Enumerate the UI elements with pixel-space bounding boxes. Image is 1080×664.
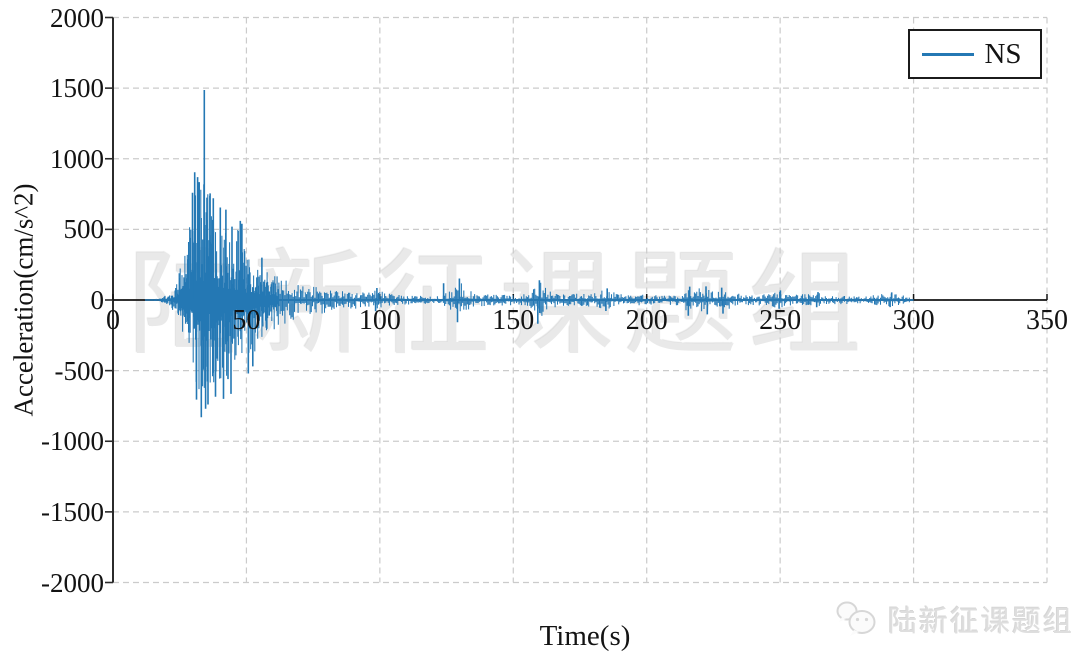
footer-watermark-text: 陆新征课题组	[888, 606, 1075, 638]
x-axis-label: Time(s)	[539, 620, 631, 652]
legend-line-sample	[922, 52, 974, 56]
footer-watermark: 陆新征课题组	[834, 596, 1074, 642]
legend: NS	[908, 29, 1042, 79]
legend-label: NS	[984, 37, 1022, 70]
wechat-icon	[836, 601, 876, 636]
y-axis-label: Acceleration(cm/s^2)	[8, 183, 39, 417]
